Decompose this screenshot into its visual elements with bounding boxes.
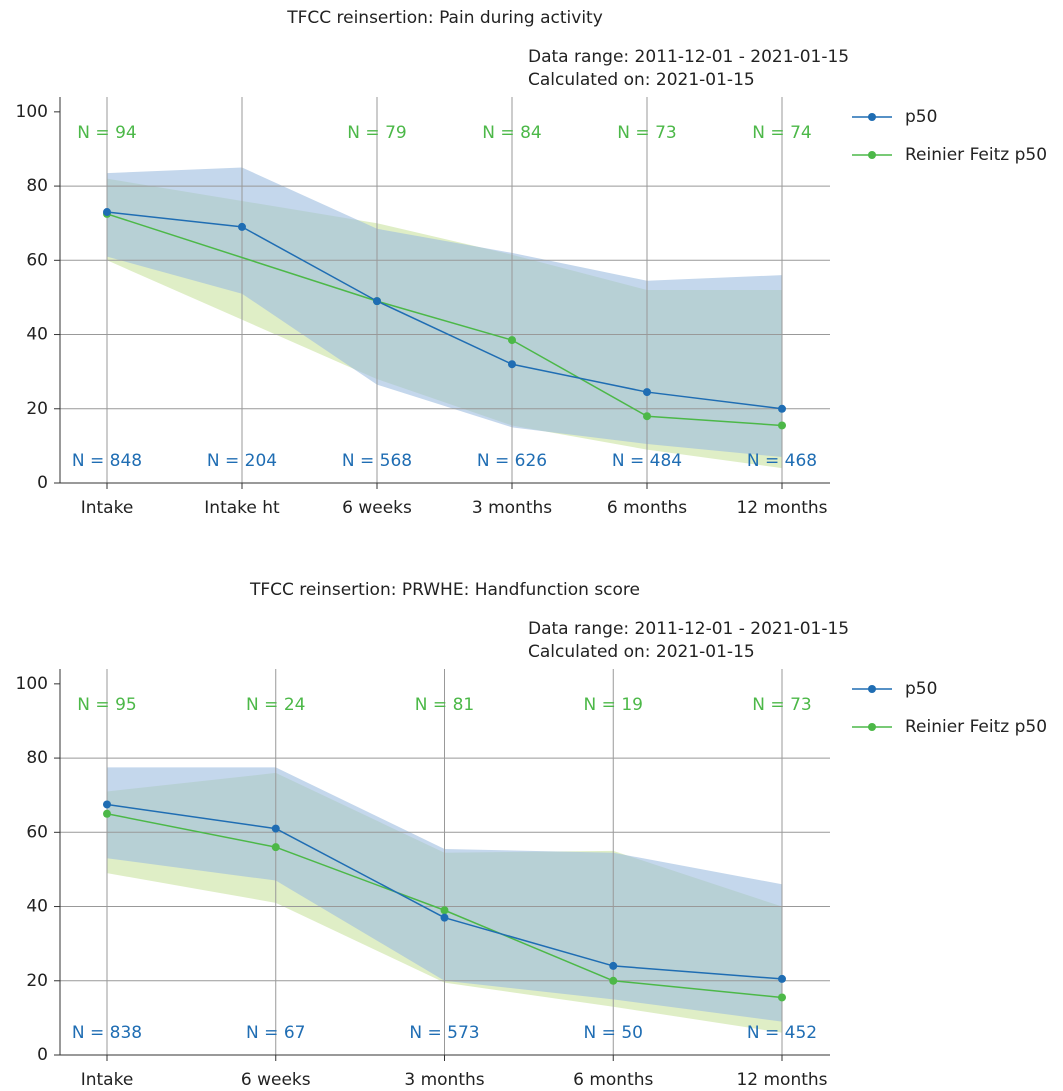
line-segment (106, 213, 378, 302)
y-tick-label: 100 (16, 102, 48, 122)
point (778, 404, 786, 413)
point (103, 208, 111, 217)
n-label: N = 573 (409, 1023, 479, 1043)
point (778, 993, 786, 1002)
n-label: N = 24 (246, 695, 305, 715)
x-tick-label: 6 weeks (241, 1070, 311, 1090)
point (508, 336, 516, 345)
x-tick-label: Intake (81, 1070, 134, 1090)
point (373, 297, 381, 306)
point (609, 976, 618, 985)
point (271, 843, 280, 852)
line-segment (275, 846, 445, 911)
point (103, 800, 111, 809)
line-segment (376, 300, 513, 341)
y-tick-label: 20 (26, 971, 48, 991)
point (609, 961, 618, 970)
n-label: N = 84 (482, 123, 541, 143)
chart-subtitle: Calculated on: 2021-01-15 (528, 642, 755, 662)
x-tick-label: 6 months (607, 498, 687, 518)
n-label: N = 468 (747, 451, 817, 471)
n-label: N = 79 (347, 123, 406, 143)
line-segment (646, 391, 783, 410)
line-segment (646, 415, 783, 427)
line-segment (444, 909, 614, 982)
n-label: N = 204 (207, 451, 277, 471)
chart-subtitle: Data range: 2011-12-01 - 2021-01-15 (528, 47, 849, 67)
n-label: N = 568 (342, 451, 412, 471)
n-label: N = 67 (246, 1023, 305, 1043)
chart-subtitle: Calculated on: 2021-01-15 (528, 70, 755, 90)
legend-marker (868, 151, 876, 159)
line-segment (613, 965, 783, 980)
y-tick-label: 20 (26, 399, 48, 419)
line-segment (511, 363, 648, 393)
point (778, 421, 786, 430)
legend-label: Reinier Feitz p50 (905, 145, 1047, 165)
point (238, 222, 246, 231)
x-tick-label: 3 months (404, 1070, 484, 1090)
n-label: N = 74 (752, 123, 811, 143)
line-segment (241, 226, 378, 302)
n-label: N = 50 (584, 1023, 643, 1043)
n-label: N = 484 (612, 451, 682, 471)
x-tick-label: 6 weeks (342, 498, 412, 518)
line-segment (106, 211, 243, 228)
line-segment (106, 803, 276, 830)
point (778, 974, 786, 983)
chart-subtitle: Data range: 2011-12-01 - 2021-01-15 (528, 619, 849, 639)
x-tick-label: 3 months (472, 498, 552, 518)
point (508, 360, 516, 369)
legend-marker (868, 113, 876, 121)
n-label: N = 73 (752, 695, 811, 715)
line-segment (275, 827, 445, 919)
y-tick-label: 60 (26, 822, 48, 842)
n-label: N = 94 (77, 123, 136, 143)
x-tick-label: 12 months (736, 498, 827, 518)
y-tick-label: 60 (26, 250, 48, 270)
n-label: N = 452 (747, 1023, 817, 1043)
point (643, 388, 651, 397)
y-tick-label: 40 (26, 325, 48, 345)
legend-marker (868, 723, 876, 731)
percentile-band (107, 167, 782, 458)
line-segment (613, 980, 783, 999)
chart-title: TFCC reinsertion: Pain during activity (286, 8, 603, 28)
y-tick-label: 0 (37, 1045, 48, 1065)
line-segment (376, 300, 513, 365)
legend-label: p50 (905, 679, 937, 699)
n-label: N = 838 (72, 1023, 142, 1043)
n-label: N = 626 (477, 451, 547, 471)
n-label: N = 73 (617, 123, 676, 143)
y-tick-label: 80 (26, 748, 48, 768)
point (440, 913, 449, 922)
point (271, 824, 280, 833)
x-tick-label: 12 months (736, 1070, 827, 1090)
x-tick-label: Intake (81, 498, 134, 518)
legend-label: p50 (905, 107, 937, 127)
x-tick-label: Intake ht (204, 498, 280, 518)
point (643, 412, 651, 421)
y-tick-label: 80 (26, 176, 48, 196)
line-segment (106, 813, 276, 848)
n-label: N = 95 (77, 695, 136, 715)
legend-marker (868, 685, 876, 693)
n-label: N = 848 (72, 451, 142, 471)
point (103, 809, 111, 818)
n-label: N = 81 (415, 695, 474, 715)
point (440, 906, 449, 915)
x-tick-label: 6 months (573, 1070, 653, 1090)
line-segment (444, 916, 614, 967)
y-tick-label: 100 (16, 674, 48, 694)
legend-label: Reinier Feitz p50 (905, 717, 1047, 737)
y-tick-label: 40 (26, 897, 48, 917)
y-tick-label: 0 (37, 473, 48, 493)
chart-title: TFCC reinsertion: PRWHE: Handfunction sc… (249, 580, 640, 600)
n-label: N = 19 (584, 695, 643, 715)
